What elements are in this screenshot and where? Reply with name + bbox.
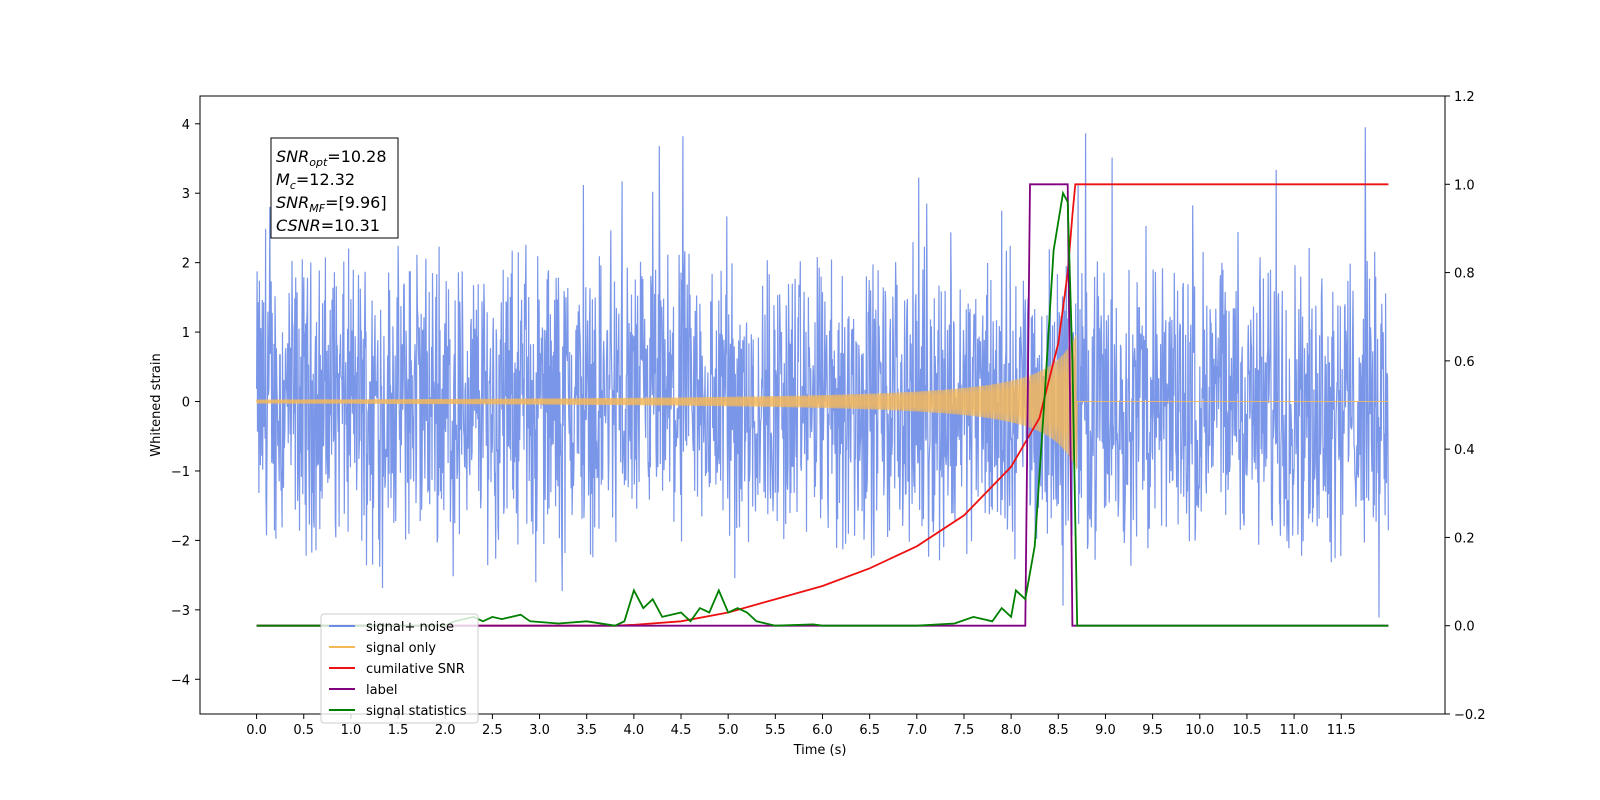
series-signal-only-line	[256, 335, 1389, 470]
y2-tick-label: 0.6	[1454, 355, 1475, 370]
x-tick-label: 1.5	[388, 723, 409, 738]
y-tick-label: −1	[171, 465, 190, 480]
y-axis-label: Whitened strain	[149, 353, 164, 456]
x-tick-label: 2.0	[435, 723, 456, 738]
x-tick-label: 1.0	[341, 723, 362, 738]
y-tick-label: −3	[171, 604, 190, 619]
x-tick-label: 6.0	[812, 723, 833, 738]
x-axis: 0.0 0.5 1.0 1.5 2.0 2.5 3.0 3.5 4.0 4.5 5.0 5.5 6.0 6…	[246, 714, 1356, 738]
y-tick-label: −4	[171, 673, 190, 688]
annotation-line: SNRopt=10.28	[276, 147, 387, 169]
series-signal-noise-line	[256, 127, 1389, 618]
y2-tick-label: 0.8	[1454, 267, 1475, 282]
y2-tick-label: 1.0	[1454, 178, 1475, 193]
y-tick-label: −2	[171, 534, 190, 549]
y2-tick-label: 0.0	[1454, 620, 1475, 635]
x-tick-label: 4.5	[671, 723, 692, 738]
legend-label: cumilative SNR	[366, 662, 465, 677]
series-signal-statistics-line	[256, 190, 1389, 627]
y2-tick-label: 0.4	[1454, 443, 1475, 458]
annotation-line: SNRMF=[9.96]	[276, 193, 387, 215]
x-tick-label: 4.0	[624, 723, 645, 738]
x-tick-label: 3.0	[529, 723, 550, 738]
x-tick-label: 11.5	[1327, 723, 1356, 738]
x-tick-label: 8.5	[1048, 723, 1069, 738]
legend-label: signal statistics	[366, 704, 467, 719]
y-tick-label: 1	[182, 326, 190, 341]
legend-label: signal+ noise	[366, 620, 454, 635]
annotation-frame	[270, 137, 399, 239]
y2-tick-label: −0.2	[1454, 708, 1486, 723]
x-tick-label: 0.5	[293, 723, 314, 738]
y-tick-label: 0	[182, 396, 190, 411]
y-tick-label: 4	[182, 118, 190, 133]
legend-label: signal only	[366, 641, 436, 656]
annotation-box: SNRopt=10.28Mc=12.32SNRMF=[9.96]CSNR=10.…	[270, 137, 399, 239]
y2-tick-label: 0.2	[1454, 531, 1475, 546]
y-axis-left: 4 3 2 1 0 −1 −2 −3 −4	[171, 118, 200, 688]
x-tick-label: 9.0	[1095, 723, 1116, 738]
x-tick-label: 0.0	[246, 723, 267, 738]
legend-label: label	[366, 683, 397, 698]
x-tick-label: 10.5	[1232, 723, 1261, 738]
legend: signal+ noise signal only cumilative SNR la…	[320, 613, 479, 724]
y2-tick-label: 1.2	[1454, 90, 1475, 105]
y-axis-right: 1.2 1.0 0.8 0.6 0.4 0.2 0.0 −0.2	[1445, 90, 1486, 723]
x-tick-label: 3.5	[576, 723, 597, 738]
x-tick-label: 7.0	[906, 723, 927, 738]
y-tick-label: 3	[182, 187, 190, 202]
x-tick-label: 5.0	[718, 723, 739, 738]
annotation-line: Mc=12.32	[276, 170, 355, 192]
x-tick-label: 10.0	[1185, 723, 1214, 738]
y-tick-label: 2	[182, 257, 190, 272]
x-tick-label: 8.0	[1001, 723, 1022, 738]
x-tick-label: 2.5	[482, 723, 503, 738]
stats-layer	[256, 183, 1389, 627]
x-tick-label: 5.5	[765, 723, 786, 738]
legend-frame	[320, 613, 479, 724]
x-tick-label: 11.0	[1280, 723, 1309, 738]
x-tick-label: 6.5	[859, 723, 880, 738]
annotation-line: CSNR=10.31	[276, 216, 380, 235]
noise-layer	[256, 127, 1389, 618]
x-tick-label: 7.5	[954, 723, 975, 738]
x-axis-label: Time (s)	[793, 743, 847, 758]
x-tick-label: 9.5	[1142, 723, 1163, 738]
